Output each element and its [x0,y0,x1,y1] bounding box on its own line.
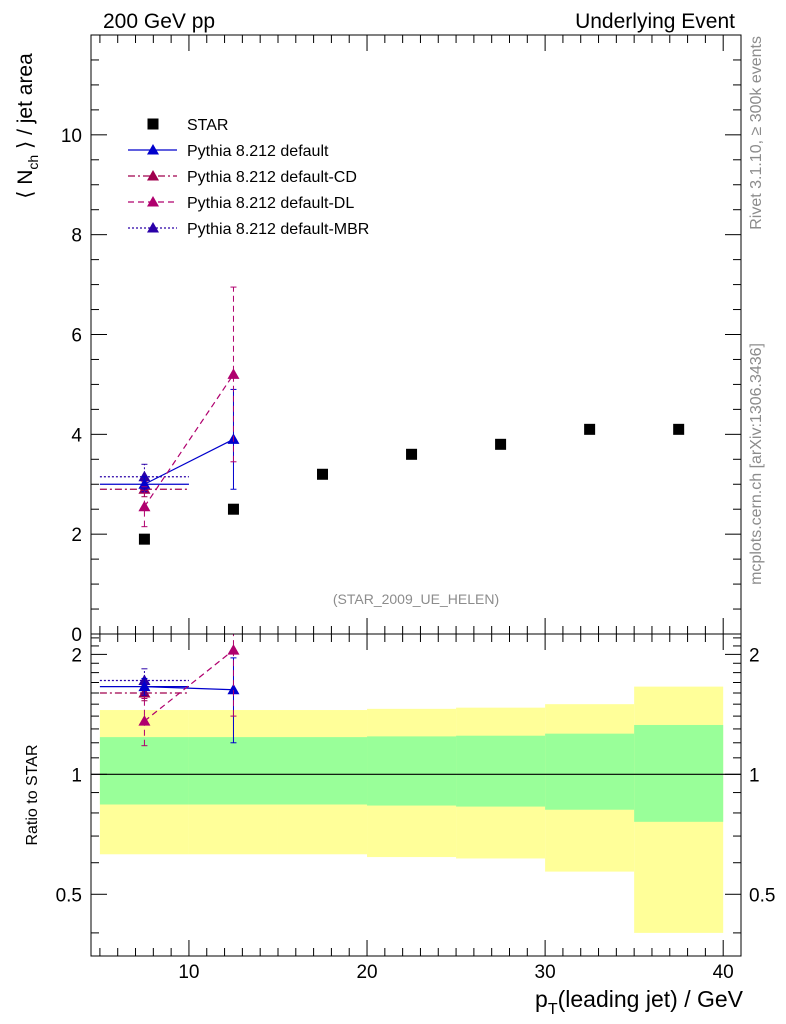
legend-label-star: STAR [187,117,228,134]
ratio-band-inner [634,724,724,822]
header-right: Underlying Event [575,10,735,33]
y-tick-label: 8 [71,226,82,247]
y-tick-label: 10 [61,126,82,147]
legend: STAR Pythia 8.212 default Pythia 8.212 def… [128,117,369,238]
main-panel: 0 2 4 6 8 10 (STAR_2009_UE_HELEN) ⟨ Nch ⟩ / j… [14,34,742,646]
main-point-star [495,438,507,450]
ratio-y-tick-label: 0.5 [56,885,82,906]
header-left: 200 GeV pp [103,10,215,33]
legend-marker-pythia-8-212-default [147,144,159,155]
y-tick-label: 2 [71,525,82,546]
ratio-y-tick-label-right: 2 [749,645,760,666]
x-tick-label: 20 [356,962,377,983]
x-axis-label: pT(leading jet) / GeV [535,986,744,1018]
x-tick-label: 10 [178,962,199,983]
y-tick-label: 4 [71,425,82,446]
main-line-pythia-8-212-default-dl [143,374,234,508]
mcplots-label: mcplots.cern.ch [arXiv:1306.3436] [748,343,765,585]
ratio-point-pythia-8-212-default-dl [227,644,240,655]
ratio-band-inner [277,737,368,805]
legend-marker-pythia-8-212-default-cd [147,170,159,181]
main-point-star [584,423,596,435]
legend-marker-pythia-8-212-default-mbr [147,222,159,233]
main-point-pythia-8-212-default-dl [227,368,240,379]
analysis-tag: (STAR_2009_UE_HELEN) [333,591,499,607]
ratio-y-tick-label: 1 [71,765,82,786]
legend-label-pythia-8-212-default-dl: Pythia 8.212 default-DL [187,195,354,212]
ratio-band-inner [188,737,278,805]
ratio-band-inner [99,737,189,805]
ratio-y-tick-label-right: 0.5 [749,885,775,906]
main-point-pythia-8-212-default-dl [138,500,151,512]
ratio-point-pythia-8-212-default-dl [138,715,151,726]
x-tick-label: 40 [713,962,734,983]
ratio-point-pythia-8-212-default [138,680,151,692]
ratio-point-pythia-8-212-default [227,683,240,695]
main-point-pythia-8-212-default-mbr [138,470,151,482]
main-y-axis-label: ⟨ Nch ⟩ / jet area [14,53,41,199]
ratio-band-inner [367,736,457,806]
legend-marker-pythia-8-212-default-dl [147,196,159,207]
main-point-star [317,468,329,480]
y-tick-label: 6 [71,326,82,347]
main-point-star [406,448,418,460]
ratio-y-axis-label: Ratio to STAR [24,744,41,845]
main-point-pythia-8-212-default [138,478,151,489]
main-point-star [673,423,685,435]
main-point-star [227,503,239,515]
legend-label-pythia-8-212-default-cd: Pythia 8.212 default-CD [187,169,357,186]
ratio-y-tick-label-right: 1 [749,765,760,786]
main-point-star [138,533,150,545]
ratio-y-tick-label: 2 [71,645,82,666]
x-tick-label: 30 [535,962,556,983]
ratio-band-inner [456,735,546,807]
legend-marker-star [147,118,159,130]
ratio-line-pythia-8-212-default [144,686,234,691]
y-tick-label: 0 [71,625,82,646]
main-line-pythia-8-212-default [144,438,234,485]
ratio-panel: 10 20 30 40 0.5 0.5 1 1 2 2 Ratio to STAR pT(lead… [24,633,775,1018]
rivet-label: Rivet 3.1.10, ≥ 300k events [748,36,765,230]
legend-label-pythia-8-212-default: Pythia 8.212 default [187,143,329,160]
legend-label-pythia-8-212-default-mbr: Pythia 8.212 default-MBR [187,221,369,238]
ratio-band-inner [545,733,635,810]
ratio-line-pythia-8-212-default-dl [144,649,234,722]
ratio-frame [90,633,742,957]
